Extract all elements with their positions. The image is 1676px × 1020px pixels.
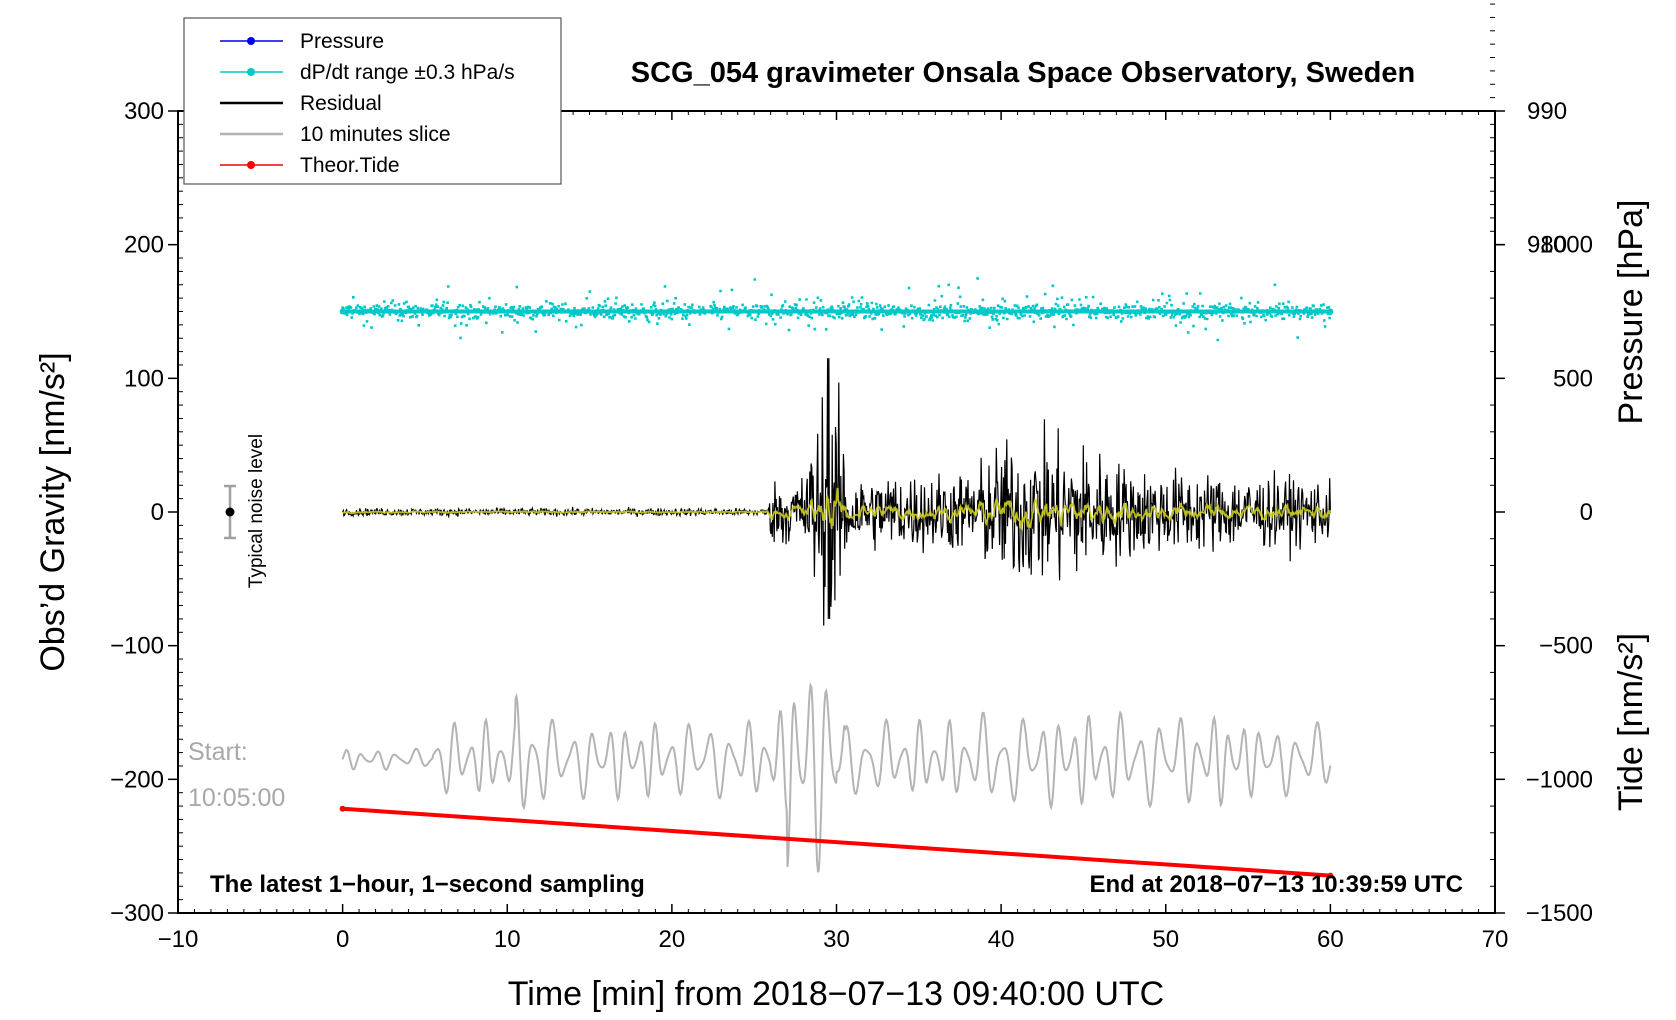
x-axis-label: Time [min] from 2018−07−13 09:40:00 UTC xyxy=(508,975,1164,1013)
footer-right-label: End at 2018−07−13 10:39:59 UTC xyxy=(1089,871,1463,898)
tide-tick-label: −1000 xyxy=(1526,766,1593,793)
legend-label: Residual xyxy=(300,92,382,115)
x-tick-label: 30 xyxy=(823,926,850,953)
y-tick-label: −100 xyxy=(110,633,164,660)
legend-label: Theor.Tide xyxy=(300,154,400,177)
tide-endpoint-end xyxy=(1327,872,1334,879)
legend-label: dP/dt range ±0.3 hPa/s xyxy=(300,61,515,84)
ten-minute-slice-series xyxy=(341,681,1332,873)
start-label-line1: Start: xyxy=(188,738,248,766)
tide-tick-label: −500 xyxy=(1539,633,1593,660)
dpdt-endpoint-end xyxy=(1327,308,1334,315)
tide-tick-label: 1000 xyxy=(1540,232,1593,259)
chart-title: SCG_054 gravimeter Onsala Space Observat… xyxy=(631,57,1415,89)
y-tick-label: 300 xyxy=(124,98,164,125)
pressure-tick-label: 980 xyxy=(1527,232,1567,259)
noise-label: Typical noise level xyxy=(246,434,267,588)
legend-box xyxy=(183,17,562,185)
y-tick-label: −300 xyxy=(110,900,164,927)
legend-marker xyxy=(247,161,255,169)
legend-marker xyxy=(247,68,255,76)
legend-label: Pressure xyxy=(300,30,384,53)
tide-tick-label: 500 xyxy=(1553,365,1593,392)
tide-tick-label: −1500 xyxy=(1526,900,1593,927)
tide-series xyxy=(342,806,1331,878)
tide-axis-label: Tide [nm/s²] xyxy=(1612,633,1650,811)
footer-left-label: The latest 1−hour, 1−second sampling xyxy=(210,871,645,898)
y-tick-label: 100 xyxy=(124,365,164,392)
x-axis-ticks: −10 0 10 20 30 40 50 60 70 xyxy=(158,111,1509,953)
legend-items: Pressure dP/dt range ±0.3 hPa/s Residual 10… xyxy=(220,30,515,177)
data-layer xyxy=(339,277,1334,879)
tide-endpoint-start xyxy=(339,805,346,812)
dpdt-endpoint-start xyxy=(339,308,346,315)
y-tick-label: 0 xyxy=(151,499,164,526)
tide-axis-ticks: 1000 500 0 −500 −1000 −1500 xyxy=(1490,232,1593,927)
x-tick-label: 40 xyxy=(988,926,1015,953)
y-tick-label: −200 xyxy=(110,766,164,793)
legend-label: 10 minutes slice xyxy=(300,123,451,146)
x-tick-label: 20 xyxy=(659,926,686,953)
dpdt-points xyxy=(341,277,1332,342)
start-label-line2: 10:05:00 xyxy=(188,784,285,812)
x-tick-label: 0 xyxy=(336,926,349,953)
pressure-axis-label: Pressure [hPa] xyxy=(1612,200,1650,425)
y-axis-label: Obs’d Gravity [nm/s²] xyxy=(34,352,72,671)
smoothed-residual-series xyxy=(342,487,1332,531)
pressure-axis-ticks: 1030102010101000990980 xyxy=(1490,3,1567,259)
pressure-tick-label: 990 xyxy=(1527,98,1567,125)
legend-marker xyxy=(247,37,255,45)
y-tick-label: 200 xyxy=(124,232,164,259)
noise-point xyxy=(225,507,235,517)
x-tick-label: 60 xyxy=(1317,926,1344,953)
x-tick-label: 50 xyxy=(1152,926,1179,953)
y-axis-ticks: 300 200 100 0 −100 −200 −300 xyxy=(110,98,183,927)
noise-indicator: Typical noise level xyxy=(224,434,267,588)
legend: Pressure dP/dt range ±0.3 hPa/s Residual 10… xyxy=(183,17,562,185)
x-tick-label: 10 xyxy=(494,926,521,953)
x-tick-label: 70 xyxy=(1482,926,1509,953)
x-tick-label: −10 xyxy=(158,926,199,953)
tide-tick-label: 0 xyxy=(1580,499,1593,526)
